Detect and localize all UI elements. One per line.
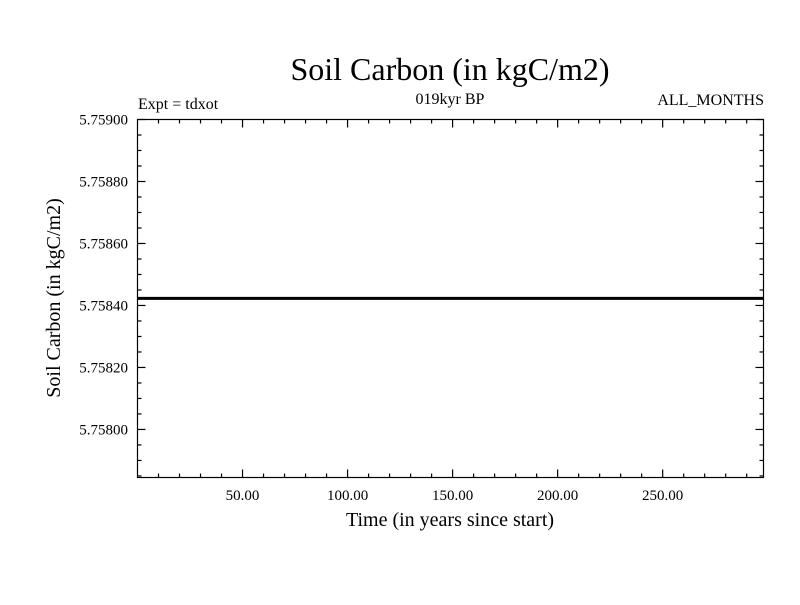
chart-subtitle: 019kyr BP <box>416 91 485 108</box>
experiment-label: Expt = tdxot <box>138 96 219 113</box>
plot-frame <box>136 118 765 479</box>
y-tick-label: 5.75820 <box>79 360 128 376</box>
x-tick-label: 50.00 <box>226 488 260 504</box>
x-tick-label: 100.00 <box>327 488 368 504</box>
x-tick-label: 250.00 <box>642 488 683 504</box>
months-label: ALL_MONTHS <box>657 92 764 109</box>
y-tick-label: 5.75860 <box>79 236 128 252</box>
y-tick-label: 5.75900 <box>79 113 128 129</box>
y-tick-label: 5.75840 <box>79 298 128 314</box>
y-axis-label: Soil Carbon (in kgC/m2) <box>43 198 65 397</box>
x-axis-label: Time (in years since start) <box>346 509 554 531</box>
x-tick-label: 150.00 <box>432 488 473 504</box>
chart-title: Soil Carbon (in kgC/m2) <box>290 51 609 87</box>
y-tick-label: 5.75880 <box>79 174 128 190</box>
y-tick-label: 5.75800 <box>79 422 128 438</box>
x-tick-label: 200.00 <box>537 488 578 504</box>
